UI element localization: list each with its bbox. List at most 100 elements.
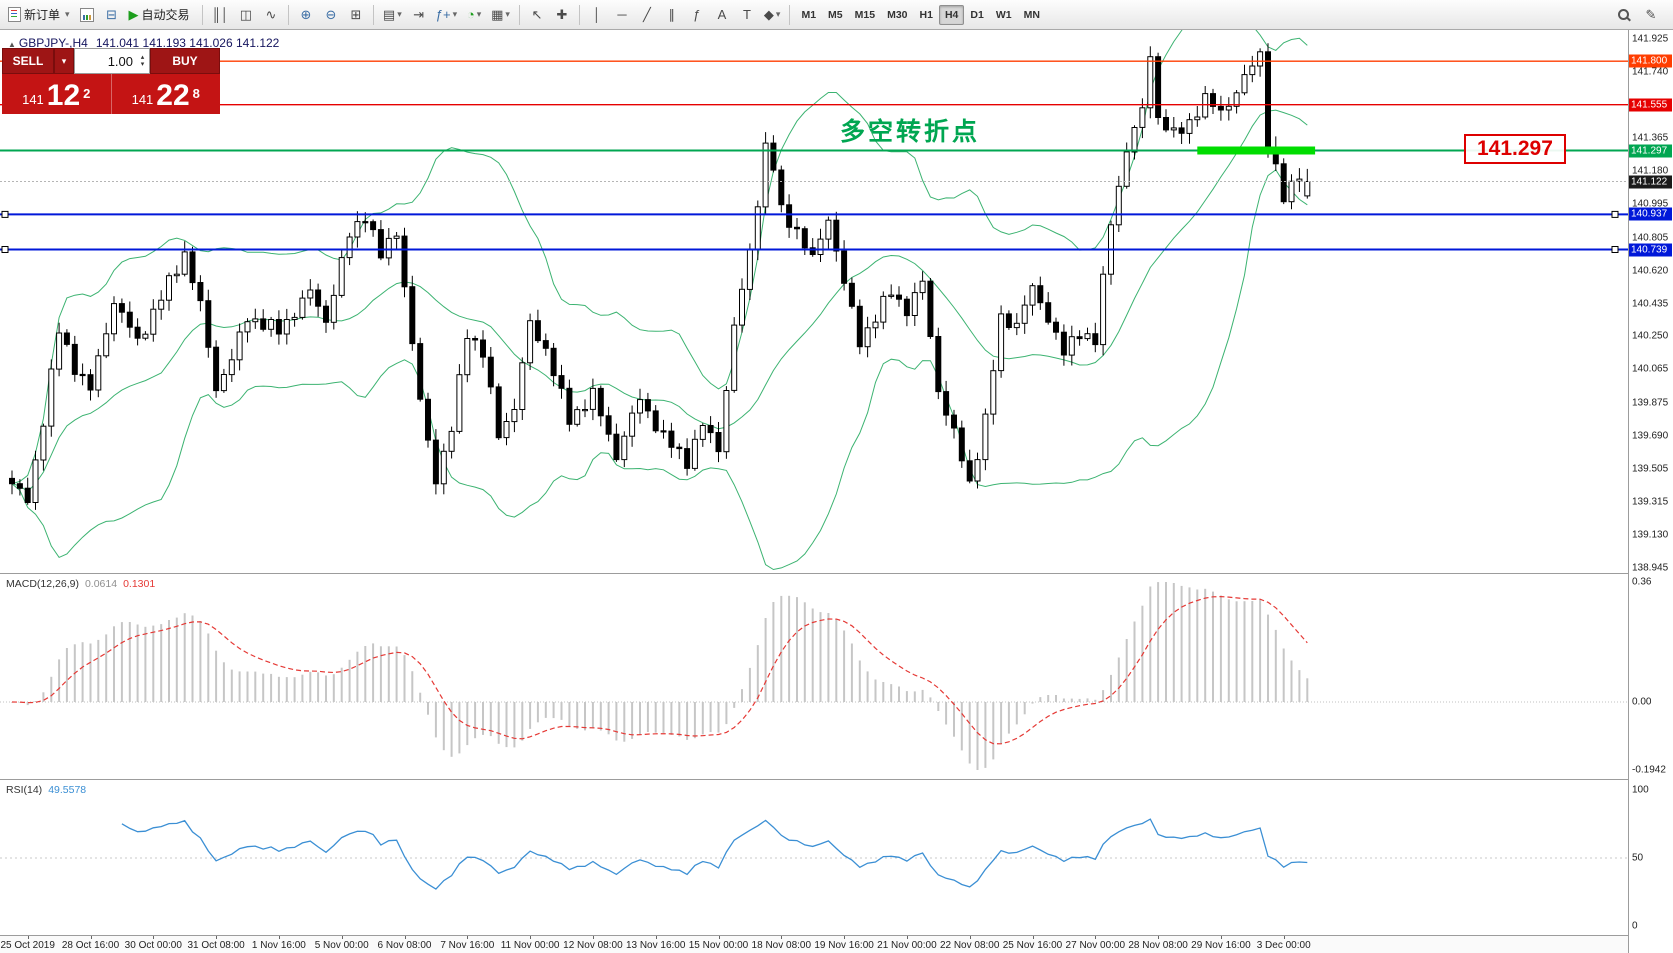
chart-annotation-text[interactable]: 多空转折点 bbox=[840, 118, 981, 146]
chart-ohlc-readout: ▲ GBPJPY-,H4 141.041 141.193 141.026 141.1… bbox=[8, 36, 279, 50]
rsi-axis-label: 50 bbox=[1632, 852, 1644, 864]
search-button[interactable] bbox=[1611, 3, 1635, 27]
text-icon: A bbox=[717, 7, 727, 22]
timeframe-h1[interactable]: H1 bbox=[914, 5, 939, 25]
chevron-down-icon: ▾ bbox=[452, 9, 458, 19]
data-window-button[interactable]: ⊟ bbox=[100, 3, 124, 27]
sell-button[interactable]: SELL bbox=[2, 48, 54, 74]
rsi-label: RSI(14) 49.5578 bbox=[6, 784, 87, 796]
bid-price[interactable]: 141 12 2 bbox=[2, 74, 112, 114]
line-handle[interactable] bbox=[1, 210, 9, 218]
volume-value[interactable]: 1.00 bbox=[107, 53, 133, 69]
market-watch-button[interactable] bbox=[75, 3, 99, 27]
buy-button[interactable]: BUY bbox=[150, 48, 220, 74]
time-tick bbox=[969, 936, 971, 939]
chevron-down-icon: ▾ bbox=[61, 55, 67, 66]
timeframe-m5[interactable]: M5 bbox=[822, 5, 849, 25]
volume-down-button[interactable]: ▾ bbox=[140, 61, 145, 68]
chart-shift-icon: ⇥ bbox=[413, 6, 425, 22]
price-tick-label: 141.740 bbox=[1632, 66, 1669, 78]
chart-shift-button[interactable]: ⇥ bbox=[407, 3, 431, 27]
price-tick-label: 139.315 bbox=[1632, 496, 1669, 508]
time-tick bbox=[404, 936, 406, 939]
timeframe-m15[interactable]: M15 bbox=[849, 5, 881, 25]
time-tick bbox=[90, 936, 92, 939]
timeframe-group: M1 M5 M15 M30 H1 H4 D1 W1 MN bbox=[795, 4, 1046, 25]
price-badge: 141.555 bbox=[1629, 98, 1672, 112]
line-handle[interactable] bbox=[1, 246, 9, 253]
ask-price[interactable]: 141 22 8 bbox=[131, 79, 200, 112]
time-tick bbox=[530, 936, 532, 939]
time-tick bbox=[1220, 936, 1222, 939]
price-callout-label[interactable]: 141.297 bbox=[1464, 134, 1566, 164]
trade-options-dropdown[interactable]: ▾ bbox=[54, 48, 74, 74]
hline-highlight-segment[interactable] bbox=[1197, 146, 1316, 155]
time-tick bbox=[278, 936, 280, 939]
rsi-canvas[interactable] bbox=[0, 780, 1628, 936]
line-handle[interactable] bbox=[1611, 246, 1619, 253]
edit-button[interactable]: ✎ bbox=[1639, 3, 1663, 27]
shapes-tool[interactable]: ◆ ▾ bbox=[760, 3, 785, 27]
text-label-icon: T bbox=[742, 7, 751, 22]
chevron-down-icon: ▾ bbox=[65, 9, 70, 19]
timeframe-d1[interactable]: D1 bbox=[964, 5, 989, 25]
candlestick-chart-button[interactable]: ◫ bbox=[234, 3, 258, 27]
autotrading-button[interactable]: ▶ 自动交易 bbox=[125, 3, 197, 27]
horizontal-line-tool[interactable]: ─ bbox=[610, 3, 634, 27]
toolbar-separator bbox=[372, 4, 374, 25]
channel-tool[interactable]: ∥ bbox=[660, 3, 684, 27]
price-tick-label: 140.805 bbox=[1632, 232, 1669, 244]
line-handle[interactable] bbox=[1611, 210, 1619, 218]
rsi-panel[interactable]: RSI(14) 49.5578 bbox=[0, 780, 1628, 936]
new-order-button[interactable]: 新订单 ▾ bbox=[4, 3, 74, 27]
zoom-in-button[interactable]: ⊕ bbox=[294, 3, 318, 27]
price-tick-label: 139.690 bbox=[1632, 430, 1669, 442]
trendline-tool[interactable]: ╱ bbox=[635, 3, 659, 27]
market-watch-icon bbox=[79, 7, 94, 22]
timeframe-m30[interactable]: M30 bbox=[881, 5, 913, 25]
cursor-button[interactable]: ↖ bbox=[525, 3, 549, 27]
price-chart-panel[interactable]: ▲ GBPJPY-,H4 141.041 141.193 141.026 141.1… bbox=[0, 30, 1628, 574]
time-label: 31 Oct 08:00 bbox=[187, 940, 245, 951]
volume-up-button[interactable]: ▴ bbox=[140, 54, 145, 61]
price-axis[interactable]: 141.925 141.740 141.555 141.365 141.180 140.9… bbox=[1628, 30, 1673, 953]
macd-axis-label: -0.1942 bbox=[1632, 764, 1666, 776]
candlestick-icon: ◫ bbox=[239, 6, 253, 22]
new-order-icon bbox=[8, 7, 21, 22]
price-tick-label: 140.065 bbox=[1632, 363, 1669, 375]
macd-canvas[interactable] bbox=[0, 574, 1628, 780]
zoom-out-button[interactable]: ⊖ bbox=[319, 3, 343, 27]
macd-signal-value: 0.1301 bbox=[123, 578, 156, 590]
crosshair-button[interactable]: ✚ bbox=[550, 3, 574, 27]
time-axis[interactable]: 25 Oct 2019 28 Oct 16:00 30 Oct 00:00 31 Oc… bbox=[0, 936, 1628, 953]
timeframe-w1[interactable]: W1 bbox=[990, 5, 1018, 25]
toolbar: 新订单 ▾ ⊟ ▶ 自动交易 ║│ ◫ ∿ ⊕ ⊖ ⊞ ▤ ▾ ⇥ ƒ+ ▾ ◔ ▾ … bbox=[0, 0, 1673, 30]
templates-button[interactable]: ▦ ▾ bbox=[487, 3, 514, 27]
vertical-line-tool[interactable]: │ bbox=[585, 3, 609, 27]
time-tick bbox=[467, 936, 469, 939]
line-chart-button[interactable]: ∿ bbox=[259, 3, 283, 27]
time-label: 25 Oct 2019 bbox=[0, 940, 55, 951]
toolbar-right-group: ✎ bbox=[1611, 3, 1669, 27]
collapse-panel-icon[interactable]: ▲ bbox=[8, 40, 16, 49]
bar-chart-button[interactable]: ║│ bbox=[208, 3, 233, 27]
macd-panel[interactable]: MACD(12,26,9) 0.0614 0.1301 bbox=[0, 574, 1628, 780]
price-tick-label: 141.925 bbox=[1632, 33, 1669, 45]
indicators-button[interactable]: ƒ+ ▾ bbox=[432, 3, 461, 27]
timeframe-m1[interactable]: M1 bbox=[795, 5, 822, 25]
timeframe-mn[interactable]: MN bbox=[1018, 5, 1046, 25]
tile-windows-button[interactable]: ⊞ bbox=[344, 3, 368, 27]
text-tool[interactable]: A bbox=[710, 3, 734, 27]
fibonacci-tool[interactable]: ƒ bbox=[685, 3, 709, 27]
trade-controls-row: SELL ▾ 1.00 ▴ ▾ BUY bbox=[2, 48, 220, 74]
text-label-tool[interactable]: T bbox=[735, 3, 759, 27]
time-label: 27 Nov 00:00 bbox=[1065, 940, 1126, 951]
volume-field[interactable]: 1.00 ▴ ▾ bbox=[74, 48, 150, 74]
price-badge: 141.800 bbox=[1629, 54, 1672, 68]
rsi-axis-label: 100 bbox=[1632, 784, 1649, 796]
auto-arrange-button[interactable]: ▤ ▾ bbox=[379, 3, 406, 27]
timeframe-h4[interactable]: H4 bbox=[938, 4, 965, 25]
price-chart-canvas[interactable] bbox=[0, 30, 1628, 574]
periods-button[interactable]: ◔ ▾ bbox=[462, 3, 486, 27]
